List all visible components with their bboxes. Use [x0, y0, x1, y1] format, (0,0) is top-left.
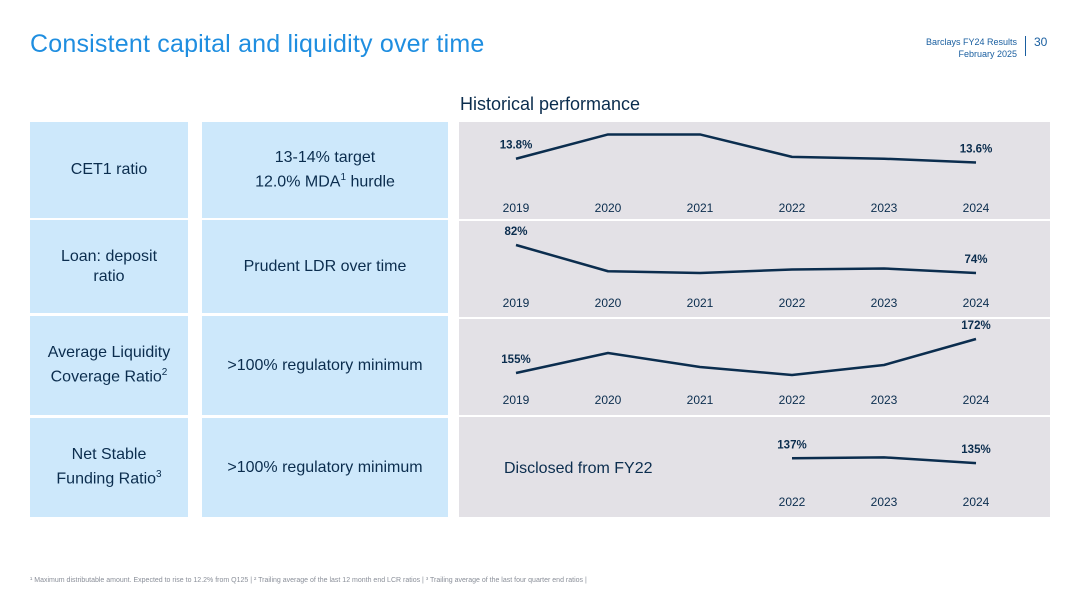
header-divider: [1025, 36, 1026, 56]
x-tick-label: 2022: [779, 201, 806, 215]
x-tick-label: 2023: [871, 296, 898, 310]
x-tick-label: 2022: [779, 393, 806, 407]
target-cet1: 13-14% target 12.0% MDA1 hurdle: [202, 122, 448, 218]
metric-cet1: CET1 ratio: [30, 122, 188, 218]
x-tick-label: 2023: [871, 393, 898, 407]
metric-lcr: Average Liquidity Coverage Ratio2: [30, 316, 188, 415]
report-info: Barclays FY24 Results February 2025: [926, 36, 1017, 60]
metric-label: Funding Ratio3: [56, 469, 162, 488]
target-line: 12.0% MDA1 hurdle: [255, 171, 395, 191]
target-lcr: >100% regulatory minimum: [202, 316, 448, 415]
metric-label: Net Stable: [71, 446, 147, 464]
x-tick-label: 2020: [595, 201, 622, 215]
target-line: 13-14% target: [274, 148, 376, 166]
series-line: [515, 337, 977, 377]
x-tick-label: 2023: [871, 201, 898, 215]
section-title: Historical performance: [460, 94, 641, 114]
x-tick-label: 2024: [963, 393, 990, 407]
data-label: 155%: [501, 354, 530, 366]
data-label: 13.8%: [500, 140, 533, 152]
x-tick-label: 2023: [871, 495, 898, 509]
metric-label: Average Liquidity: [47, 344, 171, 362]
data-label: 13.6%: [960, 143, 993, 155]
data-label: 74%: [964, 254, 987, 266]
x-tick-label: 2021: [687, 296, 714, 310]
report-date: February 2025: [958, 49, 1017, 59]
footnote: ¹ Maximum distributable amount. Expected…: [30, 577, 587, 584]
x-tick-label: 2024: [963, 296, 990, 310]
metric-label: Coverage Ratio2: [50, 367, 168, 386]
target-label: Prudent LDR over time: [243, 257, 407, 275]
series-line: [515, 133, 977, 164]
x-tick-label: 2024: [963, 201, 990, 215]
page-title: Consistent capital and liquidity over ti…: [30, 30, 485, 58]
report-name: Barclays FY24 Results: [925, 37, 1017, 47]
x-tick-label: 2019: [503, 296, 530, 310]
metric-label: CET1 ratio: [70, 161, 148, 178]
data-label: 172%: [961, 320, 990, 332]
historical-charts: Disclosed from FY22 2019 2020 2021 2022 2023…: [459, 133, 1050, 509]
data-label: 137%: [777, 439, 806, 451]
series-line: [791, 456, 977, 465]
chart-panel: [459, 122, 1050, 517]
nsfr-note: Disclosed from FY22: [504, 460, 653, 477]
target-nsfr: >100% regulatory minimum: [202, 418, 448, 517]
data-label: 135%: [961, 444, 990, 456]
x-tick-label: 2022: [779, 495, 806, 509]
x-tick-label: 2020: [595, 393, 622, 407]
data-label: 82%: [504, 226, 527, 238]
x-tick-label: 2021: [687, 393, 714, 407]
page-number: 30: [1034, 35, 1048, 49]
series-line: [515, 243, 977, 275]
metric-label: ratio: [93, 267, 125, 285]
x-tick-label: 2022: [779, 296, 806, 310]
x-tick-label: 2019: [503, 393, 530, 407]
x-tick-label: 2020: [595, 296, 622, 310]
metric-label: Loan: deposit: [60, 247, 158, 265]
x-tick-label: 2021: [687, 201, 714, 215]
metric-ldr: Loan: deposit ratio: [30, 220, 188, 313]
x-tick-label: 2024: [963, 495, 990, 509]
target-label: >100% regulatory minimum: [227, 458, 423, 476]
x-tick-label: 2019: [503, 201, 530, 215]
target-ldr: Prudent LDR over time: [202, 220, 448, 313]
metric-nsfr: Net Stable Funding Ratio3: [30, 418, 188, 517]
target-label: >100% regulatory minimum: [227, 356, 423, 374]
